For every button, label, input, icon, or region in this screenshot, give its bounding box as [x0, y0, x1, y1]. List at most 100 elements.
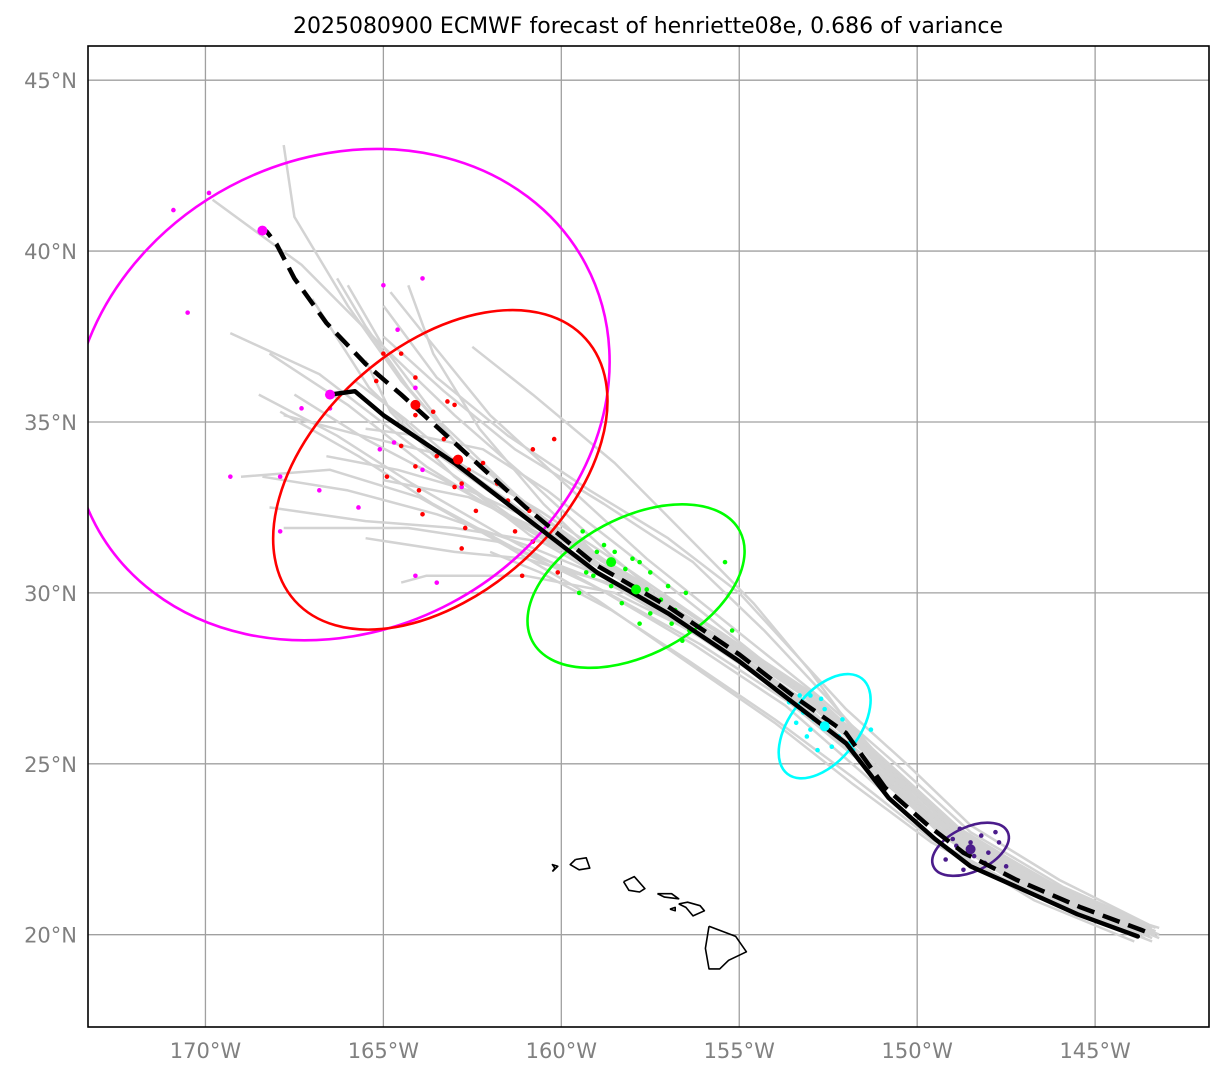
- lime-spread-ellipse: [526, 503, 746, 670]
- magenta-spread-ellipse: [88, 147, 611, 642]
- lime-member-point: [644, 587, 650, 592]
- cyan-member-point: [868, 727, 874, 732]
- magenta-member-point: [420, 276, 425, 281]
- magenta-centroid-marker: [324, 389, 335, 400]
- hawaii-coastlines: [551, 856, 748, 970]
- latitude-tick-labels: 20°N 25°N 30°N 35°N 40°N 45°N: [24, 69, 77, 948]
- member-track-20: [407, 284, 1139, 936]
- magenta-member-point: [459, 484, 464, 490]
- indigo-member-point: [1003, 864, 1009, 869]
- red-member-point: [512, 529, 518, 534]
- member-track-8: [382, 305, 1150, 926]
- magenta-member-point: [299, 406, 304, 411]
- magenta-member-point: [377, 447, 383, 452]
- cyan-centroid-marker: [819, 721, 830, 732]
- indigo-member-point: [943, 857, 948, 862]
- lat-tick-label: 20°N: [24, 924, 77, 948]
- magenta-member-point: [395, 327, 400, 333]
- lime-member-point: [608, 583, 614, 589]
- member-track-17: [311, 298, 1150, 936]
- mean-track-dashed: [264, 229, 1146, 934]
- lon-tick-label: 160°W: [526, 1039, 598, 1063]
- lime-member-point: [637, 559, 642, 565]
- cyan-member-point: [793, 720, 799, 726]
- magenta-member-point: [317, 488, 322, 493]
- lime-member-point: [594, 549, 600, 555]
- red-member-point: [480, 460, 486, 466]
- red-member-point: [452, 484, 457, 490]
- indigo-member-point: [978, 833, 984, 838]
- red-member-point: [384, 474, 390, 479]
- lat-tick-label: 25°N: [24, 753, 77, 777]
- mean-track-solid: [327, 388, 1141, 939]
- magenta-member-point: [420, 467, 425, 473]
- indigo-member-point: [986, 850, 991, 855]
- lime-member-point: [623, 566, 628, 572]
- lime-centroid-marker: [631, 584, 642, 595]
- lime-member-point: [583, 570, 589, 575]
- island-outline-4: [669, 906, 677, 912]
- magenta-member-point: [413, 385, 418, 391]
- red-member-point: [420, 511, 425, 517]
- magenta-member-point: [277, 474, 283, 479]
- red-member-point: [381, 351, 386, 356]
- red-spread-ellipse: [271, 308, 609, 631]
- red-member-point: [441, 436, 447, 442]
- lime-member-point: [637, 621, 642, 626]
- cyan-member-point: [808, 693, 813, 698]
- cyan-member-point: [808, 727, 813, 732]
- island-outline-2: [622, 875, 646, 893]
- lime-member-point: [619, 600, 625, 606]
- red-member-point: [551, 436, 557, 442]
- lime-member-point: [630, 556, 635, 562]
- magenta-member-point: [381, 282, 386, 288]
- red-member-point: [473, 508, 479, 514]
- indigo-member-point: [950, 836, 956, 842]
- red-member-point: [445, 399, 450, 404]
- cluster-centroids: [257, 225, 976, 855]
- red-member-point: [459, 481, 464, 486]
- red-member-point: [430, 409, 436, 415]
- map-title: 2025080900 ECMWF forecast of henriette08…: [293, 14, 1003, 39]
- red-member-point: [459, 546, 464, 551]
- lime-member-point: [722, 559, 728, 565]
- indigo-member-point: [993, 829, 998, 835]
- cyan-member-point: [797, 693, 803, 698]
- island-outline-0: [551, 863, 559, 873]
- lat-tick-label: 40°N: [24, 240, 77, 264]
- red-member-point: [555, 570, 561, 575]
- cyan-member-point: [804, 734, 810, 739]
- cyan-member-point: [840, 717, 845, 722]
- member-track-25: [382, 335, 1146, 930]
- cyan-member-point: [818, 696, 824, 702]
- red-member-point: [519, 573, 525, 579]
- longitude-tick-labels: 170°W 165°W 160°W 155°W 150°W 145°W: [170, 1039, 1131, 1063]
- magenta-member-point: [413, 573, 418, 579]
- lat-tick-label: 35°N: [24, 411, 77, 435]
- cyan-member-point: [829, 744, 835, 750]
- magenta-member-point: [391, 440, 397, 445]
- magenta-member-point: [356, 505, 361, 510]
- lime-centroid-marker: [606, 557, 617, 568]
- lime-member-point: [576, 590, 582, 596]
- indigo-member-point: [971, 853, 977, 859]
- magenta-member-point: [434, 580, 440, 585]
- cyan-member-point: [822, 706, 827, 712]
- island-outline-6: [704, 925, 748, 970]
- lon-tick-label: 165°W: [348, 1039, 420, 1063]
- red-member-point: [398, 443, 404, 449]
- red-centroid-marker: [453, 454, 464, 465]
- red-member-point: [434, 453, 440, 459]
- lime-member-point: [683, 590, 689, 596]
- red-member-point: [452, 402, 457, 408]
- lime-member-point: [612, 549, 617, 555]
- magenta-member-point: [206, 190, 212, 196]
- magenta-member-point: [185, 310, 190, 315]
- red-member-point: [413, 412, 418, 418]
- lon-tick-label: 145°W: [1059, 1039, 1131, 1063]
- member-track-27: [489, 550, 1135, 936]
- magenta-member-point: [171, 207, 176, 213]
- lime-member-point: [580, 529, 585, 534]
- lat-tick-label: 30°N: [24, 582, 77, 606]
